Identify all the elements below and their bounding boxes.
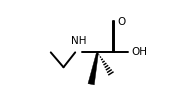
Polygon shape	[88, 52, 98, 85]
Text: OH: OH	[131, 47, 147, 57]
Text: O: O	[117, 17, 125, 27]
Text: NH: NH	[71, 36, 86, 46]
